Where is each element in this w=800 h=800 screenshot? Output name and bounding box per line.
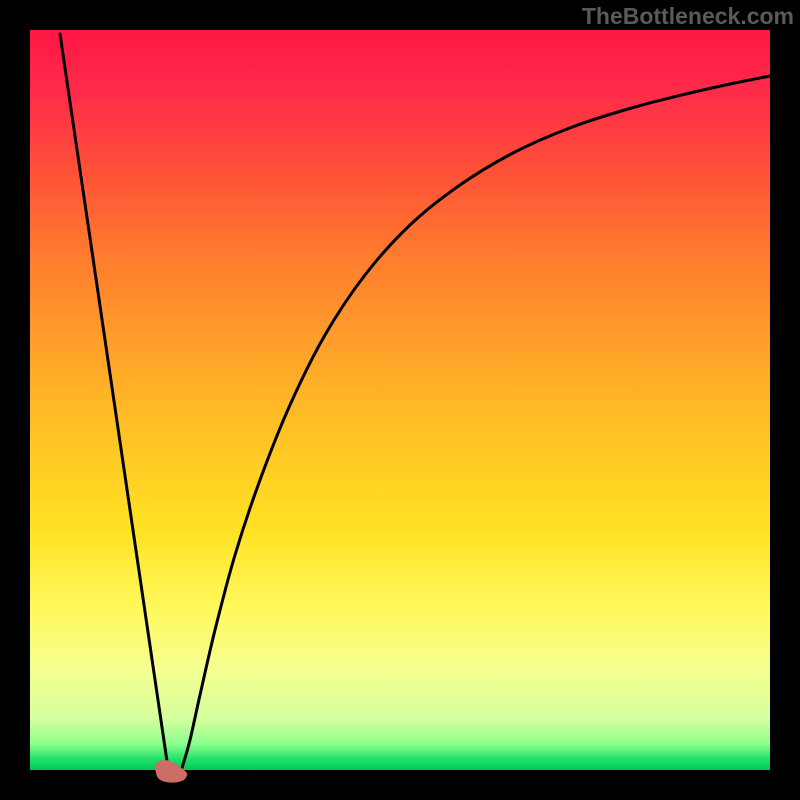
plot-svg	[30, 30, 770, 770]
plot-area	[30, 30, 770, 770]
chart-container: TheBottleneck.com	[0, 0, 800, 800]
minimum-marker	[140, 750, 200, 790]
watermark-text: TheBottleneck.com	[582, 3, 794, 30]
